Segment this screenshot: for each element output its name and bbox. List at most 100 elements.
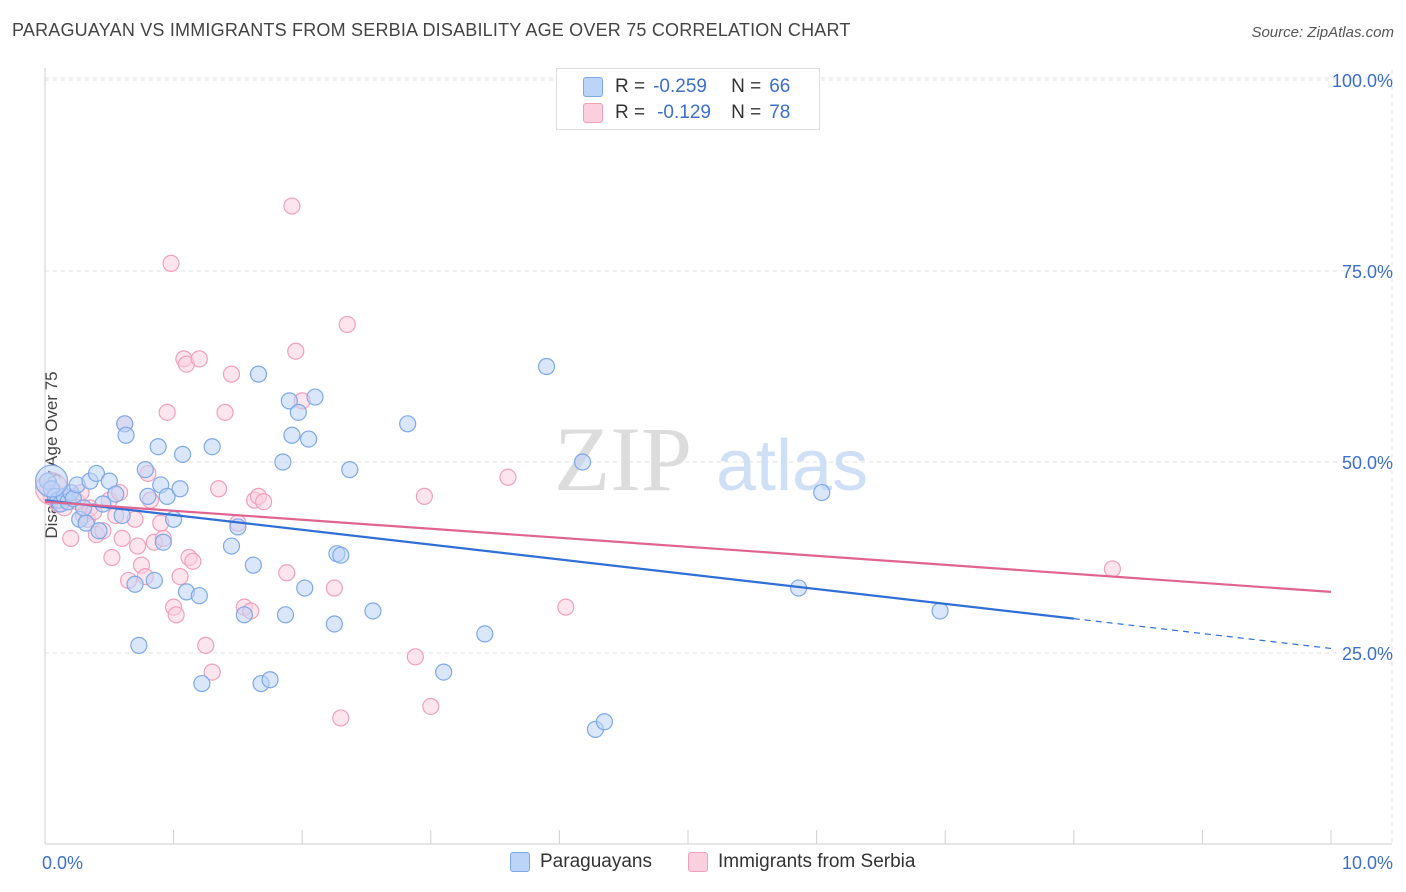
- data-point: [300, 430, 318, 448]
- tick-labels: 25.0% 50.0% 75.0% 100.0% 0.0% 10.0%: [42, 71, 1393, 873]
- data-point: [325, 615, 343, 633]
- data-point: [197, 636, 215, 654]
- data-point: [184, 552, 202, 570]
- data-point: [476, 625, 494, 643]
- data-point: [128, 537, 147, 555]
- data-point: [415, 487, 433, 505]
- data-point: [276, 606, 295, 624]
- data-point: [931, 602, 949, 620]
- legend-n-value: 78: [769, 102, 791, 123]
- data-point: [174, 445, 192, 463]
- legend-r-value: -0.259: [653, 76, 707, 97]
- legend-n-label: N =: [731, 102, 762, 123]
- legend-r-label: R =: [615, 76, 646, 97]
- data-point: [278, 564, 296, 582]
- y-tick-label: 100.0%: [1332, 71, 1393, 91]
- y-tick-label: 25.0%: [1342, 644, 1393, 664]
- data-point: [557, 598, 575, 616]
- legend-swatch-blue: [583, 77, 603, 97]
- legend-row-paraguayans: R = -0.259 N = 66: [557, 74, 790, 100]
- data-point: [216, 403, 234, 421]
- axes: [44, 68, 1392, 845]
- data-point: [306, 388, 324, 406]
- data-point: [422, 697, 440, 716]
- legend-row-serbia: R = -0.129 N = 78: [557, 100, 790, 126]
- x-tick-label-right: 10.0%: [1342, 853, 1393, 873]
- trend-lines: [44, 499, 1332, 650]
- data-point-large: [34, 464, 69, 498]
- y-tick-label: 75.0%: [1342, 262, 1393, 282]
- legend-r-label: R =: [615, 102, 646, 123]
- trend-line: [44, 499, 1074, 620]
- trend-line-extension: [1073, 618, 1332, 650]
- legend-swatch-pink: [688, 852, 708, 872]
- legend-label: Paraguayans: [540, 851, 652, 872]
- data-point: [103, 548, 121, 567]
- gridlines: [45, 70, 1393, 844]
- legend-swatch-pink: [583, 103, 603, 123]
- data-point: [499, 468, 517, 486]
- legend-r-value: -0.129: [657, 102, 711, 123]
- data-point: [399, 415, 417, 433]
- data-point: [162, 254, 180, 272]
- data-point: [537, 357, 556, 376]
- data-point: [287, 342, 305, 360]
- data-point: [296, 579, 314, 597]
- data-point: [332, 546, 350, 564]
- x-tick-label-left: 0.0%: [42, 853, 83, 873]
- chart-title: PARAGUAYAN VS IMMIGRANTS FROM SERBIA DIS…: [12, 20, 851, 40]
- data-point: [255, 493, 273, 511]
- bottom-legend-serbia[interactable]: Immigrants from Serbia: [688, 851, 915, 873]
- bottom-legend-paraguayans[interactable]: Paraguayans: [510, 851, 652, 873]
- data-point: [87, 464, 106, 483]
- data-point: [332, 709, 350, 727]
- data-point: [274, 453, 292, 471]
- data-point: [117, 426, 135, 444]
- data-point: [595, 713, 614, 731]
- data-point: [249, 365, 268, 383]
- data-point: [435, 663, 453, 681]
- data-point: [167, 606, 185, 624]
- data-point: [283, 197, 301, 215]
- data-point: [813, 483, 831, 502]
- data-point: [158, 403, 176, 421]
- data-point: [210, 480, 228, 498]
- data-point: [145, 571, 163, 590]
- data-point: [338, 315, 356, 334]
- data-point: [158, 487, 176, 505]
- data-point: [190, 350, 208, 368]
- data-point: [126, 575, 144, 593]
- legend-n-label: N =: [731, 76, 762, 97]
- data-point: [139, 487, 157, 505]
- data-point: [203, 438, 221, 456]
- watermark: ZIP atlas: [554, 408, 868, 510]
- data-point: [235, 606, 253, 624]
- data-point: [107, 485, 125, 503]
- data-point: [203, 663, 221, 681]
- data-point: [154, 533, 172, 551]
- data-point: [171, 567, 189, 586]
- trend-line: [44, 500, 1332, 593]
- data-point: [341, 461, 359, 479]
- series-paraguayans: [34, 357, 949, 739]
- legend-label: Immigrants from Serbia: [718, 851, 916, 872]
- data-point: [77, 514, 95, 532]
- data-point: [149, 438, 167, 456]
- y-tick-label: 50.0%: [1342, 453, 1393, 473]
- data-point: [113, 529, 131, 548]
- data-point: [190, 587, 208, 605]
- data-point: [261, 671, 279, 689]
- legend-swatch-blue: [510, 852, 530, 872]
- data-point: [244, 556, 262, 574]
- data-point: [364, 602, 382, 620]
- data-point: [130, 636, 148, 654]
- data-point: [136, 461, 154, 479]
- data-point: [325, 579, 343, 597]
- correlation-legend: R = -0.259 N = 66 R = -0.129 N = 78: [556, 68, 820, 130]
- data-point: [74, 499, 93, 517]
- data-point: [222, 365, 241, 383]
- data-point: [62, 529, 80, 548]
- data-point: [193, 674, 211, 693]
- watermark-atlas: atlas: [716, 426, 868, 506]
